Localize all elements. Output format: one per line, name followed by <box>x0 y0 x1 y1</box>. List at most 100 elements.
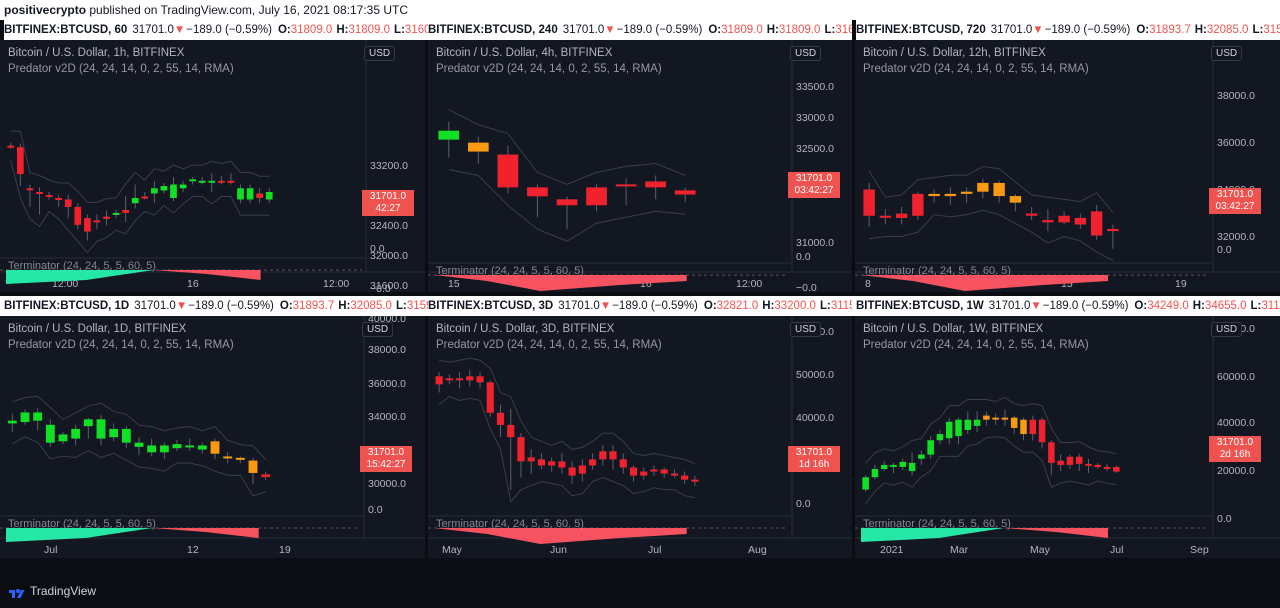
chart-canvas[interactable]: 40000.0 38000.0 36000.0 34000.0 30000.0 0.0 Ju… <box>0 316 425 558</box>
candle[interactable] <box>1107 228 1119 232</box>
candle[interactable] <box>218 180 225 183</box>
candle[interactable] <box>455 378 464 381</box>
candle[interactable] <box>586 187 607 206</box>
candle[interactable] <box>159 445 169 453</box>
candle[interactable] <box>55 197 62 200</box>
candle[interactable] <box>7 145 15 148</box>
chart-panel-1D[interactable]: 40000.0 38000.0 36000.0 34000.0 30000.0 0.0 Ju… <box>0 316 425 558</box>
indicator-label[interactable]: Predator v2D (24, 24, 14, 0, 2, 55, 14, … <box>8 339 234 351</box>
terminator-label[interactable]: Terminator (24, 24, 5, 5, 60, 5) <box>436 265 584 277</box>
candle[interactable] <box>179 184 187 189</box>
candle[interactable] <box>1029 419 1037 435</box>
currency-button[interactable]: USD <box>364 46 396 61</box>
candle[interactable] <box>960 191 973 194</box>
candle[interactable] <box>895 213 908 218</box>
candle[interactable] <box>74 206 82 225</box>
candle[interactable] <box>198 180 206 183</box>
candle[interactable] <box>1075 456 1083 464</box>
candle[interactable] <box>1058 215 1070 223</box>
candle[interactable] <box>71 428 81 439</box>
indicator-label[interactable]: Predator v2D (24, 24, 14, 0, 2, 55, 14, … <box>8 63 234 75</box>
candle[interactable] <box>112 212 120 215</box>
candle[interactable] <box>908 462 916 472</box>
candle[interactable] <box>58 434 68 442</box>
candle[interactable] <box>558 461 566 468</box>
symbol-label[interactable]: BITFINEX:BTCUSD, 720 <box>856 24 986 36</box>
candle[interactable] <box>172 444 182 449</box>
chart-canvas[interactable]: 33200.032800.032400.032000.031600.031200… <box>0 40 425 292</box>
candle[interactable] <box>899 461 907 467</box>
candle[interactable] <box>615 184 637 187</box>
candle[interactable] <box>1020 419 1027 435</box>
candle[interactable] <box>691 479 699 482</box>
candle[interactable] <box>527 457 535 462</box>
candle[interactable] <box>17 147 24 175</box>
candle[interactable] <box>871 469 879 478</box>
candle[interactable] <box>977 182 989 192</box>
terminator-label[interactable]: Terminator (24, 24, 5, 5, 60, 5) <box>863 518 1011 530</box>
candle[interactable] <box>927 440 934 455</box>
candle[interactable] <box>1048 442 1055 463</box>
candle[interactable] <box>476 376 484 383</box>
candle[interactable] <box>880 464 888 470</box>
candle[interactable] <box>36 192 43 194</box>
chart-panel-1h[interactable]: 33200.032800.032400.032000.031600.031200… <box>0 40 425 292</box>
candle[interactable] <box>609 451 617 460</box>
candle[interactable] <box>103 216 110 219</box>
candle[interactable] <box>227 180 235 183</box>
candle[interactable] <box>261 474 271 478</box>
candle[interactable] <box>7 420 17 424</box>
candle[interactable] <box>189 179 196 182</box>
candle[interactable] <box>640 471 648 476</box>
candle[interactable] <box>964 419 972 430</box>
candle[interactable] <box>208 180 216 183</box>
candle[interactable] <box>467 142 489 152</box>
candle[interactable] <box>879 215 892 218</box>
candle[interactable] <box>109 428 119 438</box>
candle[interactable] <box>912 193 924 216</box>
candle[interactable] <box>993 182 1005 197</box>
candle[interactable] <box>936 434 944 441</box>
candle[interactable] <box>1009 196 1022 203</box>
candle[interactable] <box>650 469 658 472</box>
terminator-label[interactable]: Terminator (24, 24, 5, 5, 60, 5) <box>8 260 156 272</box>
candle[interactable] <box>1085 463 1092 466</box>
symbol-label[interactable]: BITFINEX:BTCUSD, 240 <box>428 24 558 36</box>
terminator-label[interactable]: Terminator (24, 24, 5, 5, 60, 5) <box>436 518 584 530</box>
candle[interactable] <box>237 188 244 200</box>
symbol-label[interactable]: BITFINEX:BTCUSD, 60 <box>4 24 128 36</box>
candle[interactable] <box>1001 417 1009 420</box>
candle[interactable] <box>141 196 149 199</box>
candle[interactable] <box>588 459 597 466</box>
candle[interactable] <box>863 189 875 216</box>
candle[interactable] <box>45 194 53 197</box>
candle[interactable] <box>96 419 106 439</box>
candle[interactable] <box>438 130 460 140</box>
currency-button[interactable]: USD <box>1211 46 1243 61</box>
candle[interactable] <box>862 477 869 490</box>
chart-panel-12h[interactable]: 38000.036000.034000.032000.00.08121519Bi… <box>855 40 1280 292</box>
candle[interactable] <box>928 193 940 197</box>
symbol-label[interactable]: BITFINEX:BTCUSD, 1D <box>4 300 130 312</box>
currency-button[interactable]: USD <box>790 322 822 337</box>
candle[interactable] <box>170 184 177 198</box>
candle[interactable] <box>435 376 443 385</box>
candle[interactable] <box>619 459 627 468</box>
candle[interactable] <box>983 415 990 420</box>
symbol-label[interactable]: BITFINEX:BTCUSD, 3D <box>428 300 554 312</box>
candle[interactable] <box>681 475 689 480</box>
candle[interactable] <box>660 469 668 474</box>
candle[interactable] <box>210 441 220 454</box>
currency-button[interactable]: USD <box>362 322 394 337</box>
candle[interactable] <box>537 459 546 466</box>
candle[interactable] <box>134 442 144 447</box>
indicator-label[interactable]: Predator v2D (24, 24, 14, 0, 2, 55, 14, … <box>436 63 662 75</box>
currency-button[interactable]: USD <box>1211 322 1243 337</box>
indicator-label[interactable]: Predator v2D (24, 24, 14, 0, 2, 55, 14, … <box>863 339 1089 351</box>
candle[interactable] <box>33 412 43 421</box>
candle[interactable] <box>517 437 525 462</box>
candle[interactable] <box>1094 464 1102 467</box>
candle[interactable] <box>1010 417 1018 428</box>
candle[interactable] <box>629 467 638 476</box>
chart-canvas[interactable]: 33500.033000.032500.032000.031000.00.0−0… <box>428 40 852 292</box>
